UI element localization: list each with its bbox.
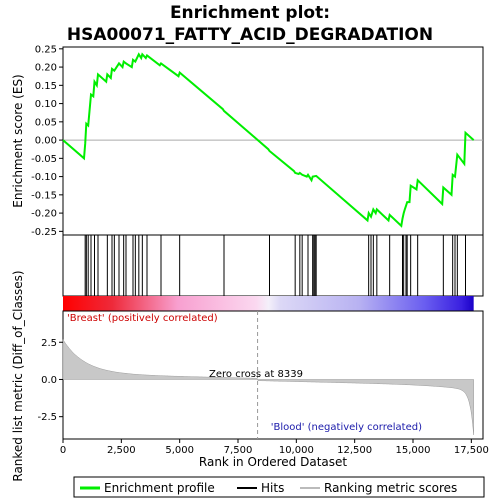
legend-frame: [73, 476, 485, 498]
x-tick-label: 2,500: [107, 445, 136, 456]
metric-y-tick-label: 0.0: [41, 375, 57, 386]
es-y-tick-label: -0.20: [31, 209, 57, 220]
colorbar-strip: [63, 296, 474, 311]
metric-y-tick-label: -2.5: [37, 412, 57, 423]
ranking-metric-area: [62, 338, 474, 436]
es-y-tick-label: -0.25: [31, 227, 57, 238]
x-tick-label: 17,500: [454, 445, 489, 456]
es-y-tick-label: 0.25: [35, 44, 57, 55]
es-y-tick-label: -0.15: [31, 190, 57, 201]
x-axis-label: Rank in Ordered Dataset: [199, 455, 347, 469]
x-tick-label: 15,000: [396, 445, 431, 456]
chart-title-line2: HSA00071_FATTY_ACID_DEGRADATION: [67, 25, 433, 45]
es-y-tick-label: 0.15: [35, 81, 57, 92]
negative-class-label: 'Blood' (negatively correlated): [271, 422, 422, 433]
enrichment-profile-line: [62, 52, 475, 228]
es-curve: [62, 52, 475, 228]
x-tick-label: 0: [60, 445, 66, 456]
es-y-axis-label: Enrichment score (ES): [11, 74, 25, 207]
x-tick-label: 10,000: [279, 445, 314, 456]
legend-label-hits: Hits: [261, 481, 284, 495]
ranking-colorbar: [63, 296, 474, 311]
metric-y-axis-label: Ranked list metric (Diff_of_Classes): [11, 270, 25, 481]
x-tick-label: 12,500: [337, 445, 372, 456]
es-panel-frame: [62, 46, 484, 236]
positive-class-label: 'Breast' (positively correlated): [67, 313, 218, 324]
metric-y-axis-ticks: -2.5 0.0 2.5: [37, 338, 63, 423]
legend: Enrichment profile Hits Ranking metric s…: [73, 476, 485, 498]
x-tick-label: 5,000: [165, 445, 194, 456]
es-y-tick-label: -0.10: [31, 172, 57, 183]
es-panel: -0.25 -0.20 -0.15 -0.10 -0.05 0.00 0.05 0.10 0.1…: [31, 44, 484, 238]
es-y-tick-label: -0.05: [31, 154, 57, 165]
legend-label-ranking: Ranking metric scores: [324, 481, 457, 495]
es-y-axis-ticks: -0.25 -0.20 -0.15 -0.10 -0.05 0.00 0.05 0.10 0.1…: [31, 44, 63, 238]
hit-lines: [84, 235, 466, 296]
metric-y-tick-label: 2.5: [41, 338, 57, 349]
es-y-tick-label: 0.10: [35, 99, 57, 110]
zero-cross-label: Zero cross at 8339: [209, 369, 303, 380]
chart-title-line1: Enrichment plot:: [170, 3, 330, 23]
x-tick-label: 7,500: [224, 445, 253, 456]
legend-label-enrichment: Enrichment profile: [104, 481, 215, 495]
hits-panel: [62, 234, 484, 297]
metric-area: [62, 338, 474, 436]
es-y-tick-label: 0.05: [35, 117, 57, 128]
es-y-tick-label: 0.20: [35, 63, 57, 74]
metric-panel: -2.5 0.0 2.5 'Breast' (positively correlat…: [37, 310, 484, 440]
es-y-tick-label: 0.00: [35, 136, 57, 147]
x-axis-ticks: 0 2,500 5,000 7,500 10,000 12,500 15,000 17,500: [60, 439, 489, 456]
